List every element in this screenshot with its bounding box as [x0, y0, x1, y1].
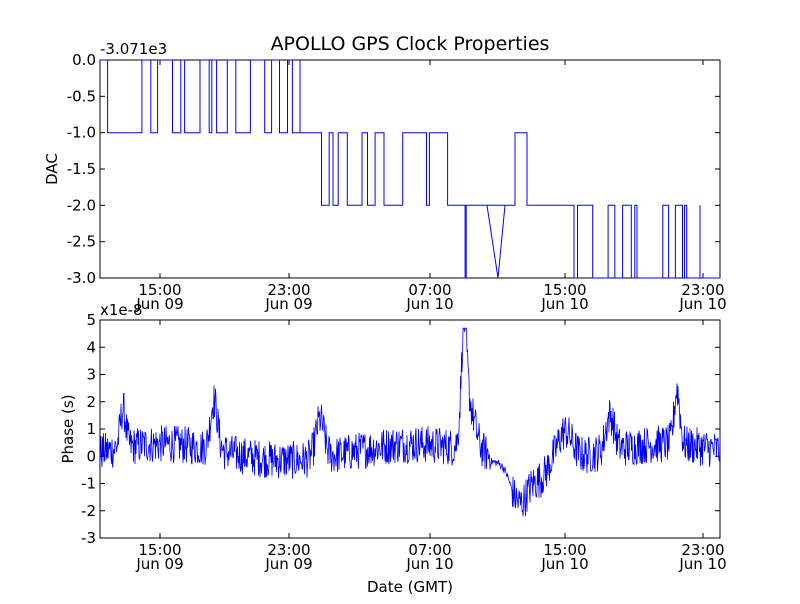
- phase-subplot: x1e-8 Phase (s) Date (GMT) 543210-1-2-3 …: [59, 301, 727, 596]
- x-tick-date: Jun 09: [135, 295, 183, 313]
- y-tick-label: -3: [81, 529, 96, 547]
- y-tick-label: -1: [81, 475, 96, 493]
- dac-subplot: -3.071e3 DAC 0.0 -0.5 -1.0 -1.5 -2.0 -2.5 -3.0…: [43, 40, 727, 313]
- phase-offset-label: x1e-8: [100, 301, 143, 319]
- x-tick-time: 15:00: [543, 281, 586, 299]
- x-tick-date: Jun 09: [264, 555, 312, 573]
- dac-series-line: [100, 59, 720, 279]
- x-tick-time: 15:00: [138, 281, 181, 299]
- chart-title: APOLLO GPS Clock Properties: [271, 33, 550, 55]
- y-tick-label: 5: [86, 311, 96, 329]
- x-tick-date: Jun 10: [540, 555, 588, 573]
- x-tick-date: Jun 10: [540, 295, 588, 313]
- y-tick-label: -1.0: [67, 124, 96, 142]
- phase-y-label: Phase (s): [59, 394, 77, 463]
- x-tick-time: 15:00: [138, 541, 181, 559]
- y-tick-label: -2: [81, 502, 96, 520]
- y-tick-label: -2.0: [67, 196, 96, 214]
- x-tick-time: 15:00: [543, 541, 586, 559]
- y-tick-label: 0: [86, 447, 96, 465]
- x-tick-date: Jun 09: [135, 555, 183, 573]
- x-tick-time: 23:00: [681, 541, 724, 559]
- x-tick-time: 23:00: [267, 541, 310, 559]
- dac-axes-frame: [99, 59, 721, 279]
- dac-y-label: DAC: [43, 153, 61, 185]
- y-tick-label: -1.5: [67, 160, 96, 178]
- y-tick-label: -2.5: [67, 233, 96, 251]
- x-tick-date: Jun 10: [405, 295, 453, 313]
- x-tick-date: Jun 09: [264, 295, 312, 313]
- y-tick-label: 0.0: [72, 51, 96, 69]
- x-tick-date: Jun 10: [405, 555, 453, 573]
- y-tick-label: 3: [86, 366, 96, 384]
- y-tick-label: 4: [86, 338, 96, 356]
- phase-x-label: Date (GMT): [367, 578, 453, 596]
- y-tick-label: 1: [86, 420, 96, 438]
- x-tick-time: 23:00: [267, 281, 310, 299]
- dac-offset-label: -3.071e3: [100, 40, 167, 58]
- x-tick-date: Jun 10: [678, 295, 726, 313]
- phase-axes-frame: [99, 319, 721, 539]
- x-tick-time: 23:00: [681, 281, 724, 299]
- x-tick-date: Jun 10: [678, 555, 726, 573]
- y-tick-label: 2: [86, 393, 96, 411]
- phase-series-line: [99, 327, 721, 517]
- x-tick-time: 07:00: [408, 281, 451, 299]
- y-tick-label: -0.5: [67, 87, 96, 105]
- x-tick-time: 07:00: [408, 541, 451, 559]
- y-tick-label: -3.0: [67, 269, 96, 287]
